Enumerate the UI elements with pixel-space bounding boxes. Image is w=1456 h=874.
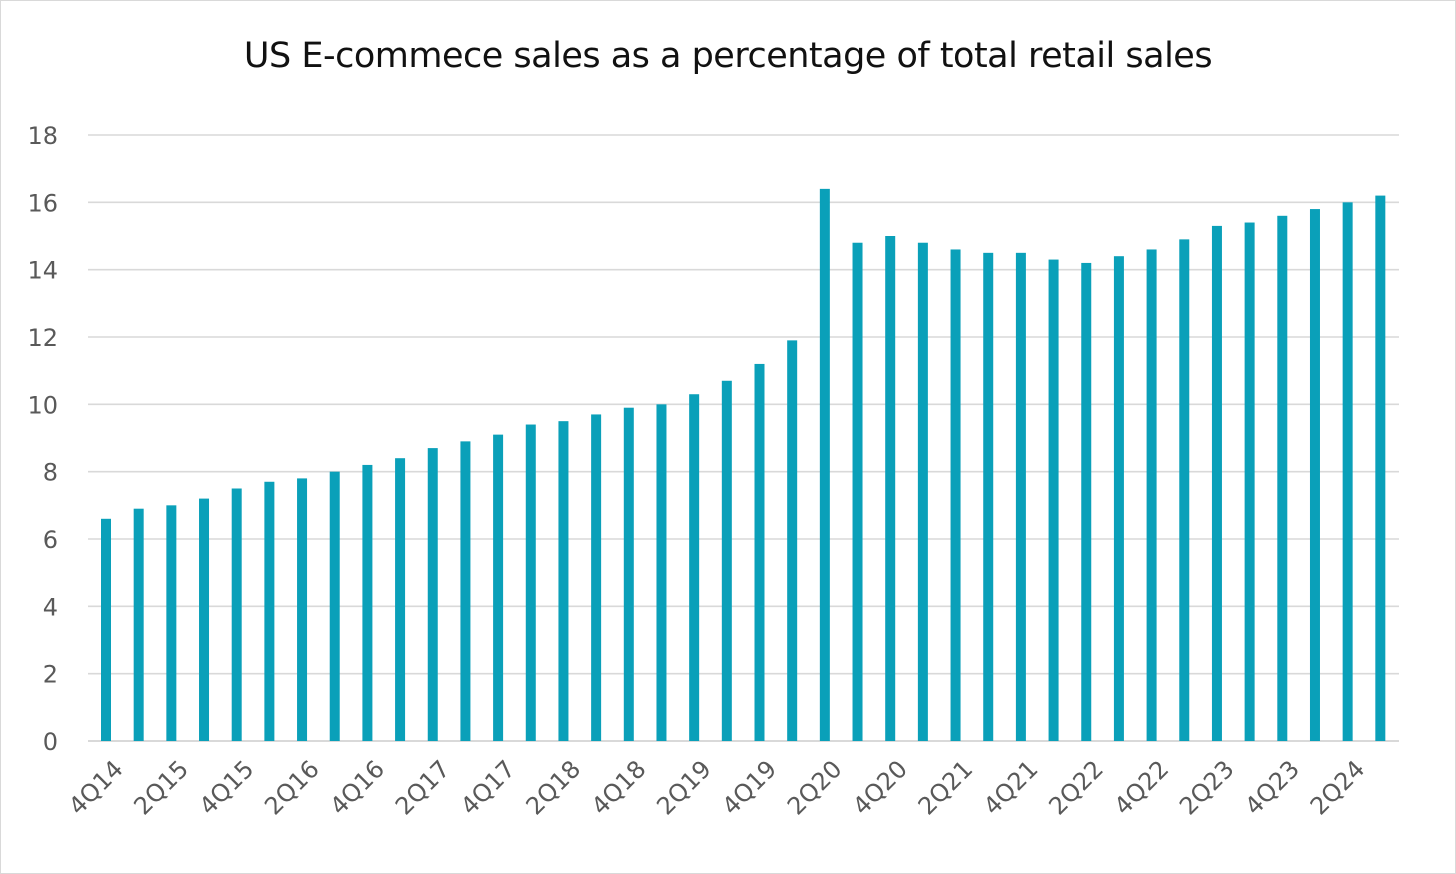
gridlines — [88, 134, 1399, 742]
x-tick-label: 2Q23 — [1174, 755, 1240, 821]
x-axis-ticks: 4Q14 2Q15 4Q15 2Q16 4Q16 2Q17 4Q17 2Q18 4Q18 2Q19… — [63, 755, 1370, 821]
x-tick-label: 2Q24 — [1305, 755, 1371, 821]
x-tick-label: 4Q21 — [978, 755, 1044, 821]
x-tick-label: 4Q20 — [847, 755, 913, 821]
y-tick-label: 6 — [43, 526, 58, 554]
y-tick-label: 14 — [27, 257, 58, 285]
bar-2Q16 — [297, 478, 308, 741]
bar-3Q24 — [1375, 195, 1386, 742]
x-tick-label: 2Q16 — [259, 755, 325, 821]
bar-3Q15 — [199, 498, 210, 741]
bar-3Q19 — [721, 380, 732, 741]
bar-2Q23 — [1211, 225, 1222, 741]
bar-3Q17 — [460, 441, 471, 741]
x-tick-label: 2Q18 — [521, 755, 587, 821]
y-tick-label: 16 — [27, 189, 58, 217]
y-tick-label: 18 — [27, 122, 58, 150]
bar-1Q16 — [264, 481, 275, 741]
bar-2Q17 — [427, 448, 438, 741]
bar-2Q20 — [819, 188, 830, 741]
bar-2Q24 — [1342, 202, 1353, 742]
x-tick-label: 4Q17 — [455, 755, 521, 821]
bar-4Q18 — [623, 407, 634, 741]
bar-3Q23 — [1244, 222, 1255, 742]
bar-1Q24 — [1309, 209, 1320, 742]
x-tick-label: 4Q22 — [1109, 755, 1175, 821]
bar-1Q20 — [787, 340, 798, 741]
x-tick-label: 4Q16 — [325, 755, 391, 821]
bar-1Q18 — [525, 424, 536, 741]
bar-1Q17 — [395, 458, 406, 741]
bar-2Q19 — [689, 394, 700, 741]
y-tick-label: 8 — [43, 459, 58, 487]
bar-1Q19 — [656, 404, 667, 741]
bar-2Q21 — [950, 249, 961, 741]
bar-4Q23 — [1277, 215, 1288, 742]
bar-4Q16 — [362, 464, 373, 741]
chart-title: US E-commece sales as a percentage of to… — [243, 36, 1213, 76]
bar-2Q18 — [558, 421, 569, 741]
x-tick-label: 2Q17 — [390, 755, 456, 821]
y-tick-label: 0 — [43, 728, 58, 756]
bar-2Q15 — [166, 505, 177, 741]
bar-1Q21 — [917, 242, 928, 741]
bar-4Q22 — [1146, 249, 1157, 741]
bar-1Q23 — [1179, 239, 1190, 741]
x-tick-label: 2Q20 — [782, 755, 848, 821]
bar-4Q17 — [493, 434, 504, 741]
x-tick-label: 2Q19 — [651, 755, 717, 821]
bar-1Q15 — [133, 508, 144, 741]
x-tick-label: 4Q15 — [194, 755, 260, 821]
y-tick-label: 2 — [43, 661, 58, 689]
y-tick-label: 4 — [43, 593, 58, 621]
x-tick-label: 2Q15 — [128, 755, 194, 821]
x-tick-label: 4Q23 — [1239, 755, 1305, 821]
y-tick-label: 12 — [27, 324, 58, 352]
x-tick-label: 4Q14 — [63, 755, 129, 821]
bar-3Q16 — [329, 471, 340, 741]
x-tick-label: 2Q21 — [913, 755, 979, 821]
bar-4Q15 — [231, 488, 242, 741]
bar-4Q19 — [754, 363, 765, 741]
bar-1Q22 — [1048, 259, 1059, 741]
bar-3Q18 — [591, 414, 602, 741]
x-tick-label: 2Q22 — [1043, 755, 1109, 821]
bar-3Q20 — [852, 242, 863, 741]
bars — [101, 188, 1386, 742]
bar-2Q22 — [1081, 262, 1092, 741]
x-tick-label: 4Q18 — [586, 755, 652, 821]
x-tick-label: 4Q19 — [717, 755, 783, 821]
y-tick-label: 10 — [27, 391, 58, 419]
y-axis-ticks: 0 2 4 6 8 10 12 14 16 18 — [27, 122, 58, 756]
bar-4Q14 — [101, 518, 111, 741]
bar-3Q22 — [1113, 256, 1124, 741]
bar-4Q21 — [1015, 252, 1026, 742]
bar-4Q20 — [885, 236, 896, 741]
bar-3Q21 — [983, 252, 994, 742]
